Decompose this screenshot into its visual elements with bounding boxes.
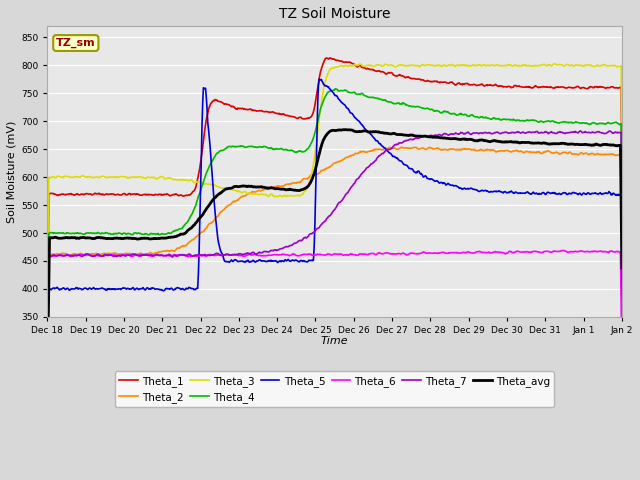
Theta_avg	[539, 140, 547, 146]
Theta_2	[618, 240, 626, 246]
Line: Theta_3: Theta_3	[47, 64, 622, 345]
Theta_4	[539, 119, 547, 125]
Theta_5	[618, 297, 626, 302]
Theta_3	[550, 61, 558, 67]
Line: Theta_1: Theta_1	[47, 58, 622, 353]
Line: Theta_6: Theta_6	[47, 251, 622, 359]
Theta_avg	[79, 235, 86, 240]
Theta_3	[377, 62, 385, 68]
Theta_6	[44, 356, 51, 361]
Line: Theta_2: Theta_2	[47, 147, 622, 383]
Theta_1	[79, 191, 86, 197]
Theta_6	[377, 251, 385, 256]
Theta_avg	[480, 138, 488, 144]
Theta_6	[479, 250, 487, 255]
Theta_6	[618, 354, 626, 360]
Theta_4	[79, 231, 86, 237]
Theta_2	[539, 150, 547, 156]
Theta_2	[410, 144, 418, 150]
Theta_6	[392, 251, 400, 257]
Theta_3	[538, 62, 546, 68]
Line: Theta_avg: Theta_avg	[47, 130, 622, 375]
X-axis label: Time: Time	[321, 336, 348, 346]
Theta_7	[410, 137, 417, 143]
Theta_7	[79, 253, 86, 259]
Theta_2	[377, 147, 385, 153]
Theta_5	[480, 188, 488, 194]
Theta_avg	[618, 265, 626, 271]
Theta_6	[79, 252, 86, 258]
Theta_avg	[410, 133, 418, 139]
Theta_avg	[44, 372, 51, 378]
Theta_2	[397, 144, 405, 150]
Theta_2	[480, 148, 488, 154]
Theta_1	[393, 73, 401, 79]
Theta_4	[410, 104, 418, 109]
Theta_5	[79, 287, 86, 292]
Theta_4	[332, 86, 340, 92]
Y-axis label: Soil Moisture (mV): Soil Moisture (mV)	[7, 120, 17, 223]
Line: Theta_5: Theta_5	[47, 79, 622, 363]
Theta_1	[539, 84, 547, 90]
Theta_7	[377, 152, 385, 157]
Legend: Theta_1, Theta_2, Theta_3, Theta_4, Theta_5, Theta_6, Theta_7, Theta_avg: Theta_1, Theta_2, Theta_3, Theta_4, Thet…	[115, 372, 554, 407]
Theta_1	[326, 55, 334, 61]
Theta_7	[618, 225, 626, 230]
Theta_1	[378, 69, 385, 74]
Theta_4	[378, 96, 385, 102]
Theta_4	[44, 370, 51, 376]
Theta_4	[618, 218, 626, 224]
Theta_7	[44, 381, 51, 387]
Theta_1	[44, 350, 51, 356]
Theta_5	[539, 190, 547, 195]
Theta_3	[392, 64, 400, 70]
Theta_5	[316, 76, 323, 82]
Theta_7	[392, 142, 400, 148]
Line: Theta_7: Theta_7	[47, 131, 622, 384]
Theta_3	[44, 342, 51, 348]
Theta_avg	[378, 130, 385, 135]
Theta_5	[378, 143, 385, 148]
Theta_6	[538, 250, 546, 255]
Theta_2	[79, 251, 86, 257]
Theta_5	[393, 156, 401, 161]
Theta_3	[479, 62, 487, 68]
Theta_1	[618, 191, 626, 196]
Theta_avg	[393, 132, 401, 137]
Theta_6	[410, 251, 417, 256]
Theta_4	[480, 115, 488, 120]
Line: Theta_4: Theta_4	[47, 89, 622, 373]
Theta_7	[538, 130, 546, 135]
Theta_2	[392, 146, 400, 152]
Theta_5	[410, 169, 418, 175]
Theta_avg	[341, 127, 349, 132]
Theta_3	[618, 175, 626, 180]
Theta_1	[410, 76, 418, 82]
Theta_2	[44, 380, 51, 386]
Theta_5	[44, 360, 51, 366]
Theta_1	[480, 83, 488, 89]
Theta_7	[577, 128, 584, 134]
Theta_4	[393, 101, 401, 107]
Theta_3	[79, 173, 86, 179]
Text: TZ_sm: TZ_sm	[56, 38, 95, 48]
Theta_7	[479, 130, 487, 136]
Theta_6	[560, 248, 568, 253]
Theta_3	[410, 62, 417, 68]
Title: TZ Soil Moisture: TZ Soil Moisture	[279, 7, 390, 21]
